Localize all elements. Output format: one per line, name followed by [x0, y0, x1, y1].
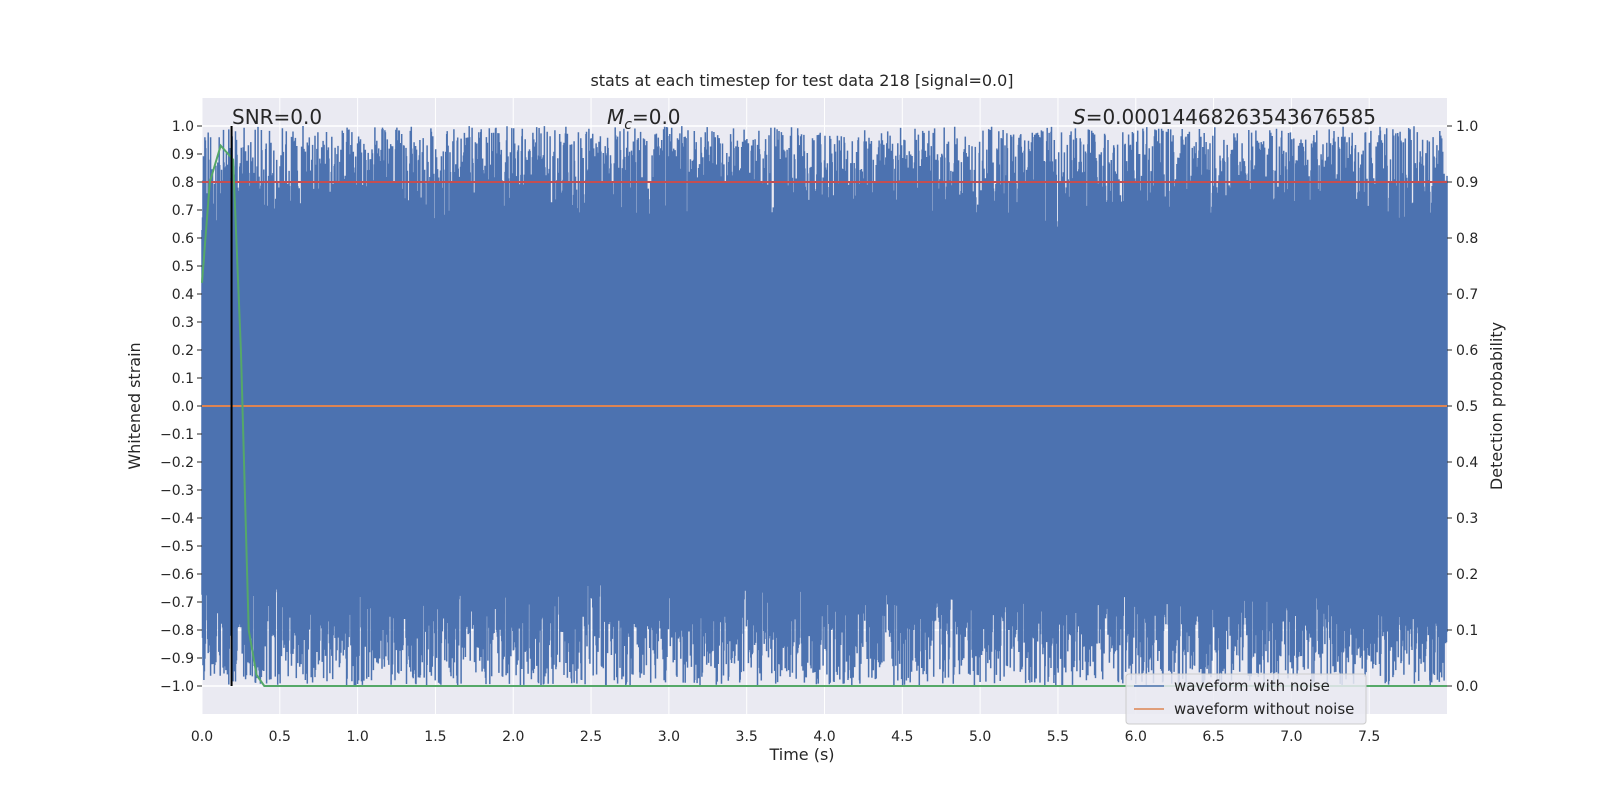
y-right-tick-label: 0.2 — [1456, 567, 1478, 583]
y-tick-label: −0.1 — [160, 427, 194, 443]
y-tick-label: 0.5 — [172, 259, 194, 275]
y-tick-label: −0.6 — [160, 567, 194, 583]
y-tick-label: 0.8 — [172, 175, 194, 191]
y-tick-label: −0.9 — [160, 651, 194, 667]
y-tick-labels: 1.0 0.9 0.8 0.7 0.6 0.5 0.4 0.3 0.2 0.1 0.0 −0.1 −0.… — [160, 119, 202, 695]
x-axis-label: Time (s) — [768, 745, 834, 764]
legend-label-noise: waveform with noise — [1174, 677, 1330, 695]
y-right-tick-label: 0.5 — [1456, 399, 1478, 415]
y-right-axis-label: Detection probability — [1487, 322, 1506, 490]
y-tick-label: 0.7 — [172, 203, 194, 219]
x-tick-label: 7.5 — [1358, 729, 1380, 745]
y-tick-label: −0.2 — [160, 455, 194, 471]
y-tick-label: 0.1 — [172, 371, 194, 387]
x-tick-label: 0.0 — [191, 729, 213, 745]
y-axis-label: Whitened strain — [125, 342, 144, 469]
y-right-tick-label: 0.8 — [1456, 231, 1478, 247]
noise-waveform — [201, 125, 1448, 687]
x-tick-label: 6.5 — [1202, 729, 1224, 745]
y-right-tick-label: 0.1 — [1456, 623, 1478, 639]
y-right-tick-label: 1.0 — [1456, 119, 1478, 135]
legend-label-clean: waveform without noise — [1174, 700, 1354, 718]
x-tick-label: 3.5 — [736, 729, 758, 745]
x-tick-label: 2.0 — [502, 729, 524, 745]
s-annotation: S=0.00014468263543676585 — [1073, 105, 1376, 129]
mc-subscript: c — [624, 117, 632, 133]
y-tick-label: −0.3 — [160, 483, 194, 499]
y-tick-label: 0.6 — [172, 231, 194, 247]
s-value: =0.00014468263543676585 — [1086, 105, 1376, 129]
s-symbol: S — [1073, 105, 1086, 129]
y-tick-label: −0.4 — [160, 511, 194, 527]
y-tick-label: 0.9 — [172, 147, 194, 163]
x-tick-label: 4.5 — [891, 729, 913, 745]
y-tick-label: −0.8 — [160, 623, 194, 639]
probability-line — [201, 143, 1447, 687]
y-tick-label: 0.4 — [172, 287, 194, 303]
y-right-tick-label: 0.9 — [1456, 175, 1478, 191]
x-tick-label: 4.0 — [813, 729, 835, 745]
x-tick-label: 2.5 — [580, 729, 602, 745]
mc-value: =0.0 — [632, 105, 681, 129]
mc-annotation: Mc=0.0 — [607, 105, 681, 133]
x-tick-label: 1.0 — [346, 729, 368, 745]
y-right-tick-label: 0.0 — [1456, 679, 1478, 695]
y-right-tick-labels: 1.0 0.9 0.8 0.7 0.6 0.5 0.4 0.3 0.2 0.1 0.0 — [1447, 119, 1478, 695]
snr-annotation: SNR=0.0 — [232, 105, 322, 129]
y-tick-label: 0.2 — [172, 343, 194, 359]
legend-box — [1125, 673, 1367, 725]
y-tick-label: 1.0 — [172, 119, 194, 135]
y-right-tick-label: 0.4 — [1456, 455, 1478, 471]
y-tick-label: 0.3 — [172, 315, 194, 331]
y-tick-label: −1.0 — [160, 679, 194, 695]
x-tick-label: 5.0 — [969, 729, 991, 745]
y-right-tick-label: 0.7 — [1456, 287, 1478, 303]
x-tick-label: 1.5 — [424, 729, 446, 745]
y-tick-label: −0.5 — [160, 539, 194, 555]
x-tick-labels: 0.0 0.5 1.0 1.5 2.0 2.5 3.0 3.5 4.0 4.5 5.0 5.5 6.0 6… — [191, 729, 1380, 745]
y-tick-label: 0.0 — [172, 399, 194, 415]
x-tick-label: 5.5 — [1047, 729, 1069, 745]
series-lines — [201, 126, 1447, 687]
chart-title: stats at each timestep for test data 218… — [590, 71, 1013, 90]
y-right-tick-label: 0.6 — [1456, 343, 1478, 359]
legend: waveform with noise waveform without noi… — [1125, 673, 1367, 725]
x-tick-label: 3.0 — [658, 729, 680, 745]
y-right-tick-label: 0.3 — [1456, 511, 1478, 527]
x-tick-label: 6.0 — [1125, 729, 1147, 745]
y-tick-label: −0.7 — [160, 595, 194, 611]
x-tick-label: 7.0 — [1280, 729, 1302, 745]
x-tick-label: 0.5 — [269, 729, 291, 745]
mc-symbol: M — [607, 105, 624, 129]
